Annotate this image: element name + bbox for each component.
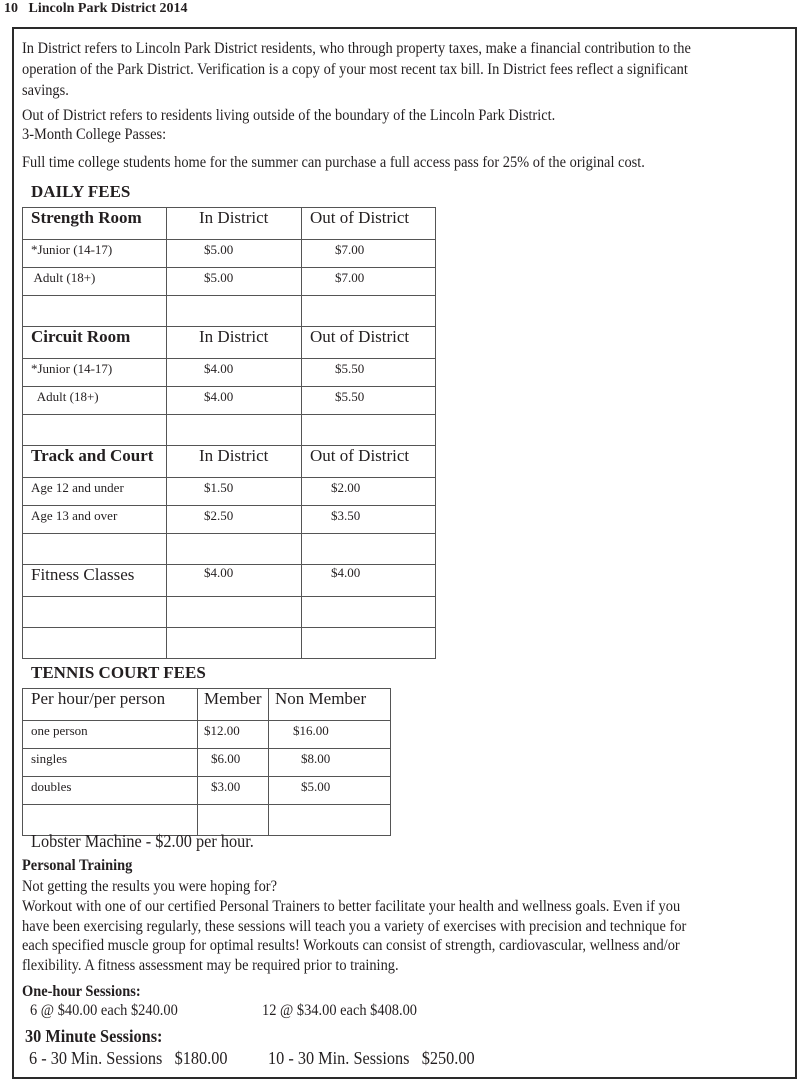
out-district-fee: $2.00 xyxy=(301,477,436,506)
text-line: In District refers to Lincoln Park Distr… xyxy=(22,40,691,57)
row-label: Adult (18+) xyxy=(22,386,167,415)
text-line: savings. xyxy=(22,82,69,99)
member-fee: $6.00 xyxy=(197,748,269,777)
in-district-fee: $4.00 xyxy=(166,386,302,415)
section-name: Strength Room xyxy=(22,207,167,240)
one-hour-sessions-title: One-hour Sessions: xyxy=(22,983,141,1000)
row-label: one person xyxy=(22,720,198,749)
empty-row xyxy=(22,533,436,565)
text-line: Workout with one of our certified Person… xyxy=(22,898,681,915)
table-row: singles $6.00 $8.00 xyxy=(22,748,391,777)
text-line: have been exercising regularly, these se… xyxy=(22,917,687,935)
column-header: Non Member xyxy=(268,688,391,721)
page-header: 10 Lincoln Park District 2014 xyxy=(4,1,188,16)
in-district-fee: $4.00 xyxy=(166,358,302,387)
content-frame xyxy=(12,27,797,1079)
table-row: Adult (18+) $4.00 $5.50 xyxy=(22,386,436,415)
college-pass-title: 3-Month College Passes: xyxy=(22,126,167,143)
college-pass-text: Full time college students home for the … xyxy=(22,154,645,171)
personal-training-question: Not getting the results you were hoping … xyxy=(22,878,278,895)
non-member-fee: $16.00 xyxy=(268,720,391,749)
out-district-fee: $3.50 xyxy=(301,505,436,534)
column-header: In District xyxy=(166,207,302,240)
empty-row xyxy=(22,627,436,659)
column-header: In District xyxy=(166,445,302,478)
table-row: Age 13 and over $2.50 $3.50 xyxy=(22,505,436,534)
non-member-fee: $8.00 xyxy=(268,748,391,777)
in-district-fee: $5.00 xyxy=(166,239,302,268)
member-fee: $12.00 xyxy=(197,720,269,749)
table-row: Adult (18+) $5.00 $7.00 xyxy=(22,267,436,296)
half-hour-sessions-title: 30 Minute Sessions: xyxy=(25,1026,163,1046)
column-header: Per hour/per person xyxy=(22,688,198,721)
empty-row xyxy=(22,414,436,446)
empty-row xyxy=(22,804,391,836)
text-line: each specified muscle group for optimal … xyxy=(22,937,680,954)
row-label: Age 12 and under xyxy=(22,477,167,506)
fitness-classes-row: Fitness Classes $4.00 $4.00 xyxy=(22,564,436,597)
personal-training-body: Workout with one of our certified Person… xyxy=(22,897,686,975)
in-district-paragraph: In District refers to Lincoln Park Distr… xyxy=(22,38,691,101)
table-row: one person $12.00 $16.00 xyxy=(22,720,391,749)
half-hour-option: 10 - 30 Min. Sessions $250.00 xyxy=(268,1048,475,1068)
in-district-fee: $2.50 xyxy=(166,505,302,534)
empty-row xyxy=(22,295,436,327)
row-label: doubles xyxy=(22,776,198,805)
column-header: Out of District xyxy=(301,207,436,240)
out-district-fee: $5.50 xyxy=(301,358,436,387)
column-header: Out of District xyxy=(301,445,436,478)
member-fee: $3.00 xyxy=(197,776,269,805)
lobster-machine-note: Lobster Machine - $2.00 per hour. xyxy=(31,831,254,851)
table-row: doubles $3.00 $5.00 xyxy=(22,776,391,805)
section-name: Track and Court xyxy=(22,445,167,478)
row-label: singles xyxy=(22,748,198,777)
out-district-fee: $7.00 xyxy=(301,239,436,268)
row-label: *Junior (14-17) xyxy=(22,239,167,268)
half-hour-option: 6 - 30 Min. Sessions $180.00 xyxy=(29,1048,228,1068)
out-district-fee: $7.00 xyxy=(301,267,436,296)
section-header-row: Circuit Room In District Out of District xyxy=(22,326,436,359)
out-district-fee: $4.00 xyxy=(301,564,436,597)
section-header-row: Track and Court In District Out of Distric… xyxy=(22,445,436,478)
column-header: Member xyxy=(197,688,269,721)
row-label: Adult (18+) xyxy=(22,267,167,296)
table-row: *Junior (14-17) $4.00 $5.50 xyxy=(22,358,436,387)
section-header-row: Strength Room In District Out of District xyxy=(22,207,436,240)
table-row: Age 12 and under $1.50 $2.00 xyxy=(22,477,436,506)
row-label: Age 13 and over xyxy=(22,505,167,534)
table-row: *Junior (14-17) $5.00 $7.00 xyxy=(22,239,436,268)
column-header: Out of District xyxy=(301,326,436,359)
text-line: flexibility. A fitness assessment may be… xyxy=(22,956,399,974)
tennis-fees-table: Per hour/per person Member Non Member one … xyxy=(22,688,391,836)
empty-row xyxy=(22,596,436,628)
column-header: In District xyxy=(166,326,302,359)
section-name: Circuit Room xyxy=(22,326,167,359)
row-label: Fitness Classes xyxy=(22,564,167,597)
daily-fees-table: Strength Room In District Out of District … xyxy=(22,207,436,659)
one-hour-option: 12 @ $34.00 each $408.00 xyxy=(262,1002,418,1019)
tennis-fees-title: TENNIS COURT FEES xyxy=(31,663,206,682)
in-district-fee: $5.00 xyxy=(166,267,302,296)
in-district-fee: $1.50 xyxy=(166,477,302,506)
text-line: operation of the Park District. Verifica… xyxy=(22,61,688,78)
header-row: Per hour/per person Member Non Member xyxy=(22,688,391,721)
non-member-fee: $5.00 xyxy=(268,776,391,805)
daily-fees-title: DAILY FEES xyxy=(31,182,131,201)
one-hour-option: 6 @ $40.00 each $240.00 xyxy=(30,1002,178,1019)
personal-training-title: Personal Training xyxy=(22,857,133,874)
out-district-text: Out of District refers to residents livi… xyxy=(22,107,556,124)
row-label: *Junior (14-17) xyxy=(22,358,167,387)
in-district-fee: $4.00 xyxy=(166,564,302,597)
out-district-fee: $5.50 xyxy=(301,386,436,415)
